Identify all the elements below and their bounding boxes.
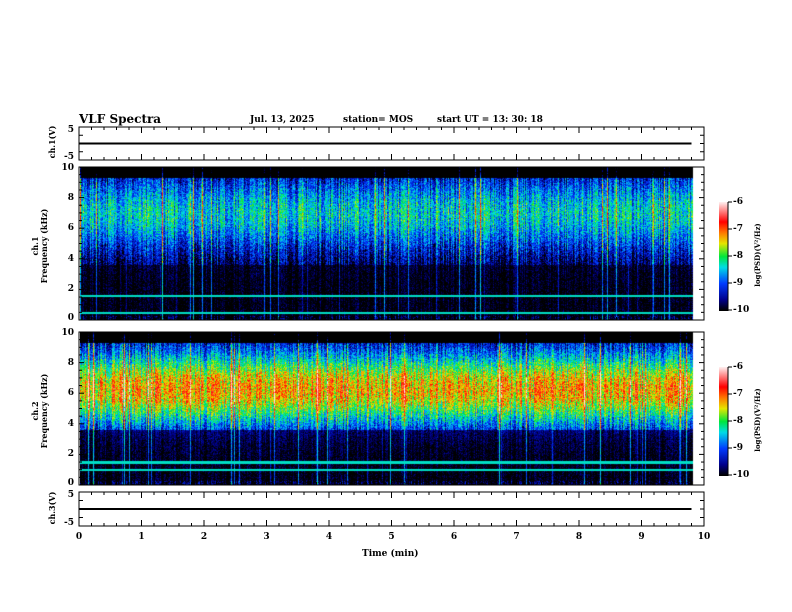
y-tick-label: 10 [61,328,74,338]
colorbar-tick-label: -9 [733,278,743,288]
x-axis-label: Time (min) [362,549,419,559]
colorbar-tick-label: -10 [733,470,750,480]
y-tick-label: 10 [61,163,74,173]
x-tick-label: 10 [697,532,711,542]
x-tick-label: 3 [263,532,270,542]
panel-frame-ch2-spectrogram [78,331,705,486]
ch1-waveform-ylabel: ch.1(V) [47,125,57,159]
x-tick-label: 4 [325,532,333,542]
y-tick-label: 0 [67,478,74,488]
colorbar-tick-label: -8 [733,251,743,261]
x-tick-label: 7 [513,532,520,542]
ch2-spectrogram [80,332,694,485]
y-tick-label: 6 [67,388,74,399]
y-tick-label: -5 [64,518,74,528]
colorbar-tick-label: -9 [733,443,743,453]
y-tick-label: 0 [67,313,74,323]
ch3-waveform-ylabel: ch.3(V) [47,491,57,525]
colorbar-ch1 [719,202,728,311]
frequency-label: Frequency (kHz) [39,373,49,449]
y-tick-label: 5 [67,490,74,500]
colorbar-ch2 [719,367,728,476]
station-label: station= MOS [343,115,414,125]
date-label: Jul. 13, 2025 [250,115,315,125]
y-tick-label: 4 [67,418,74,429]
frequency-label: Frequency (kHz) [39,208,49,284]
ch2-spectrogram-ylabel: ch.2 Frequency (kHz) [30,366,49,456]
y-tick-label: -5 [64,152,74,162]
x-tick-label: 9 [638,532,645,542]
y-tick-label: 8 [67,357,74,368]
colorbar-tick-label: -6 [733,362,743,372]
colorbar-tick-label: -10 [733,305,750,315]
x-tick-label: 5 [388,532,395,542]
y-tick-label: 8 [67,192,74,203]
ch1-spectrogram-ylabel: ch.1 Frequency (kHz) [30,201,49,291]
colorbar-tick-label: -7 [733,224,743,234]
colorbar-ch1-label: log(PSD)(V²/Hz) [753,223,762,287]
x-tick-label: 0 [75,532,83,542]
y-tick-label: 2 [67,284,74,295]
colorbar-tick-label: -6 [733,197,743,207]
y-tick-label: 2 [67,449,74,460]
colorbar-ch2-label: log(PSD)(V²/Hz) [753,388,762,452]
ch1-spectrogram [80,167,694,320]
x-tick-label: 1 [138,532,145,542]
y-tick-label: 5 [67,125,74,135]
y-tick-label: 6 [67,223,74,234]
figure-title: VLF Spectra [79,112,162,126]
x-tick-label: 6 [450,532,458,542]
start-time-label: start UT = 13: 30: 18 [437,115,543,125]
colorbar-tick-label: -7 [733,389,743,399]
x-tick-label: 2 [200,532,208,542]
panel-frame-ch1-spectrogram [78,166,705,321]
x-tick-label: 8 [575,532,583,542]
colorbar-tick-label: -8 [733,416,743,426]
y-tick-label: 4 [67,253,74,264]
